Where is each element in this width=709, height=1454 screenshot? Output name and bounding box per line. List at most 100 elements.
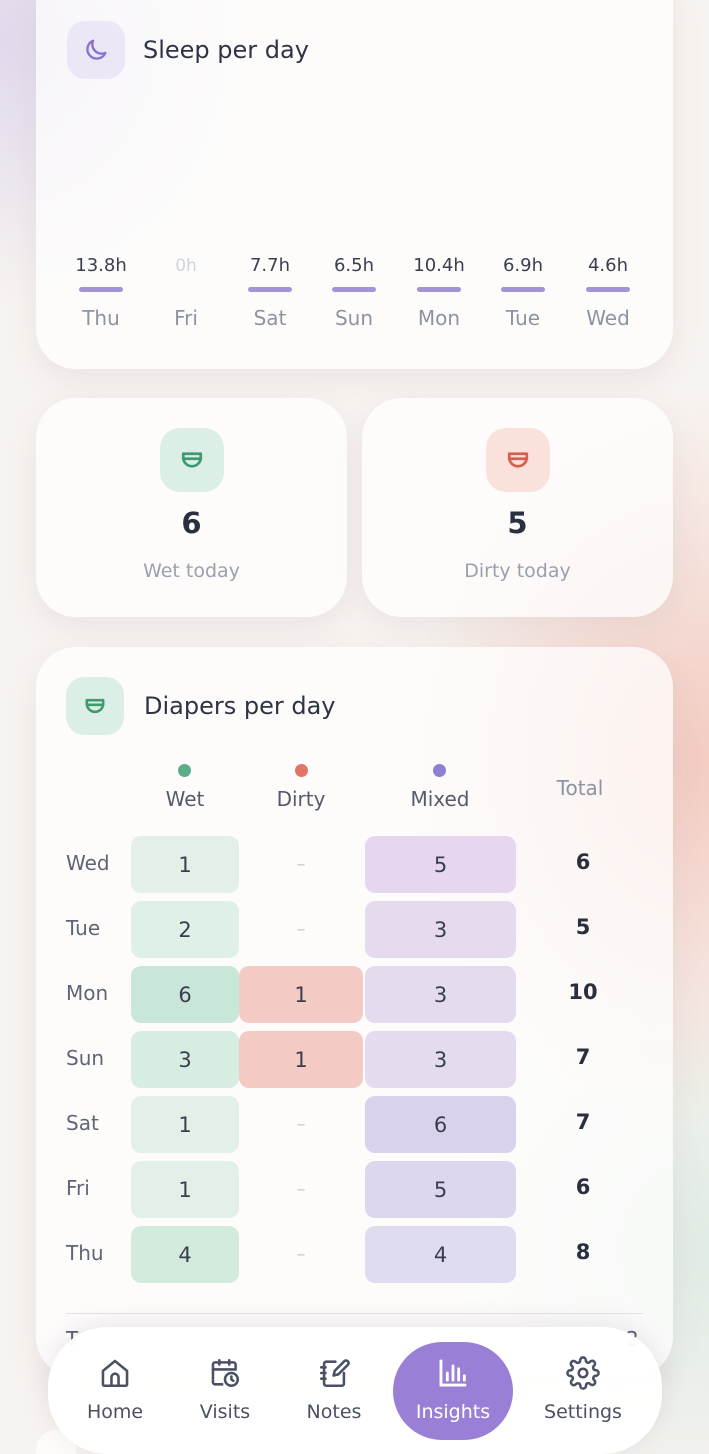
row-day-label: Wed bbox=[66, 851, 110, 875]
sleep-day-column: 6.5h Sun bbox=[312, 254, 396, 330]
dirty-today-card[interactable]: 5 Dirty today bbox=[362, 398, 673, 617]
moon-icon-tile bbox=[67, 21, 125, 79]
sleep-day-column: 10.4h Mon bbox=[397, 254, 481, 330]
table-divider bbox=[66, 1313, 643, 1314]
sleep-hours-value: 13.8h bbox=[75, 255, 127, 276]
nav-visits-label: Visits bbox=[199, 1401, 251, 1423]
mixed-count-cell: 3 bbox=[365, 966, 516, 1023]
diaper-icon bbox=[85, 698, 105, 714]
diapers-per-day-card: Diapers per day Wet Dirty Mixed Total We… bbox=[36, 647, 673, 1377]
sleep-bar bbox=[417, 287, 461, 292]
wet-column-header: Wet bbox=[165, 787, 205, 811]
nav-notes-label: Notes bbox=[306, 1401, 362, 1423]
row-total-value: 7 bbox=[575, 1110, 591, 1134]
mixed-count-cell: 4 bbox=[365, 1226, 516, 1283]
sleep-bar bbox=[501, 287, 545, 292]
row-total-value: 6 bbox=[575, 1175, 591, 1199]
sleep-hours-value: 7.7h bbox=[249, 255, 291, 276]
row-day-label: Tue bbox=[66, 916, 101, 940]
diaper-icon-tile bbox=[66, 677, 124, 735]
sleep-hours-value: 0h bbox=[175, 256, 197, 276]
row-total-value: 8 bbox=[575, 1240, 591, 1264]
diapers-card-header: Diapers per day bbox=[66, 677, 336, 735]
diaper-icon bbox=[181, 452, 202, 468]
dirty-count-cell: – bbox=[296, 1179, 306, 1200]
nav-visits[interactable]: Visits bbox=[165, 1327, 285, 1454]
sleep-day-label: Tue bbox=[505, 306, 541, 330]
nav-settings-label: Settings bbox=[544, 1401, 622, 1423]
row-total-value: 5 bbox=[575, 915, 591, 939]
wet-today-label: Wet today bbox=[143, 560, 240, 582]
nav-active-pill bbox=[393, 1342, 513, 1440]
sleep-bar bbox=[332, 287, 376, 292]
sleep-card-title: Sleep per day bbox=[143, 36, 309, 64]
dirty-count-cell: – bbox=[296, 1114, 306, 1135]
nav-settings[interactable]: Settings bbox=[523, 1327, 643, 1454]
mixed-count-cell: 3 bbox=[365, 901, 516, 958]
wet-today-card[interactable]: 6 Wet today bbox=[36, 398, 347, 617]
sleep-day-column: 13.8h Thu bbox=[59, 254, 143, 330]
wet-legend-dot bbox=[178, 764, 191, 777]
home-icon bbox=[101, 1359, 129, 1388]
mixed-count-cell: 3 bbox=[365, 1031, 516, 1088]
mixed-count-cell: 5 bbox=[365, 1161, 516, 1218]
sleep-day-label: Sat bbox=[253, 306, 287, 330]
sleep-day-label: Fri bbox=[174, 306, 198, 330]
sleep-bar bbox=[248, 287, 292, 292]
sleep-bar bbox=[79, 287, 123, 292]
wet-count-cell: 3 bbox=[131, 1031, 239, 1088]
bar-chart-icon bbox=[439, 1359, 467, 1387]
row-total-value: 7 bbox=[575, 1045, 591, 1069]
dirty-legend-dot bbox=[295, 764, 308, 777]
bottom-navigation: Home Visits Notes Insights Settings bbox=[48, 1327, 662, 1454]
sleep-card-header: Sleep per day bbox=[67, 21, 309, 79]
diaper-icon bbox=[507, 452, 528, 468]
sleep-day-column: 7.7h Sat bbox=[228, 254, 312, 330]
total-column-header: Total bbox=[556, 776, 604, 800]
row-day-label: Sun bbox=[66, 1046, 105, 1070]
sleep-hours-value: 10.4h bbox=[413, 255, 465, 276]
nav-home[interactable]: Home bbox=[55, 1327, 175, 1454]
wet-count-cell: 4 bbox=[131, 1226, 239, 1283]
dirty-count-cell: – bbox=[296, 1244, 306, 1265]
sleep-day-columns: 13.8h Thu 0h Fri 7.7h Sat 6.5h Sun 10.4h Mon 6.9h T… bbox=[36, 254, 673, 344]
wet-count-cell: 1 bbox=[131, 836, 239, 893]
sleep-day-label: Sun bbox=[334, 306, 374, 330]
wet-count-cell: 2 bbox=[131, 901, 239, 958]
sleep-day-label: Thu bbox=[82, 306, 120, 330]
row-day-label: Sat bbox=[66, 1111, 99, 1135]
wet-count-cell: 1 bbox=[131, 1161, 239, 1218]
sleep-hours-value: 6.5h bbox=[333, 255, 375, 276]
nav-notes[interactable]: Notes bbox=[274, 1327, 394, 1454]
row-day-label: Thu bbox=[66, 1241, 104, 1265]
dirty-column-header: Dirty bbox=[276, 787, 326, 811]
dirty-icon-tile bbox=[485, 428, 550, 492]
nav-insights-label: Insights bbox=[415, 1401, 491, 1423]
sleep-hours-value: 6.9h bbox=[502, 255, 544, 276]
dirty-count-cell: 1 bbox=[239, 966, 363, 1023]
sleep-hours-value: 4.6h bbox=[587, 255, 629, 276]
row-total-value: 10 bbox=[568, 980, 598, 1004]
gear-icon bbox=[566, 1356, 600, 1390]
nav-home-label: Home bbox=[86, 1401, 144, 1423]
dirty-count-cell: – bbox=[296, 919, 306, 940]
sleep-day-column: 0h Fri bbox=[144, 254, 228, 330]
sleep-per-day-card: Sleep per day 13.8h Thu 0h Fri 7.7h Sat 6.5h Su… bbox=[36, 0, 673, 369]
mixed-legend-dot bbox=[433, 764, 446, 777]
wet-count-cell: 1 bbox=[131, 1096, 239, 1153]
dirty-count-cell: 1 bbox=[239, 1031, 363, 1088]
calendar-clock-icon bbox=[211, 1358, 240, 1388]
sleep-bar bbox=[164, 287, 208, 292]
nav-insights[interactable]: Insights bbox=[393, 1327, 513, 1454]
moon-icon bbox=[86, 39, 107, 60]
dirty-count-cell: – bbox=[296, 854, 306, 875]
row-day-label: Fri bbox=[66, 1176, 90, 1200]
dirty-today-label: Dirty today bbox=[464, 560, 571, 582]
wet-count-cell: 6 bbox=[131, 966, 239, 1023]
sleep-bar bbox=[586, 287, 630, 292]
notebook-pen-icon bbox=[319, 1359, 350, 1388]
mixed-count-cell: 5 bbox=[365, 836, 516, 893]
mixed-column-header: Mixed bbox=[410, 787, 470, 811]
dirty-today-count: 5 bbox=[507, 506, 528, 540]
diapers-card-title: Diapers per day bbox=[144, 692, 336, 720]
